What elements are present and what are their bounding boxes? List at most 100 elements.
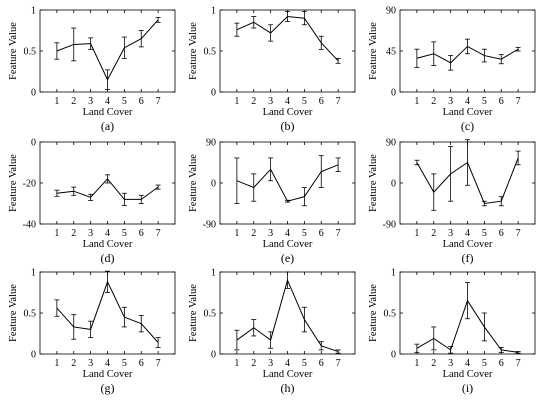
x-tick-label: 4	[105, 358, 110, 369]
x-tick-label: 1	[54, 358, 59, 369]
y-tick-label: 1	[211, 6, 216, 17]
y-axis-label: Feature Value	[8, 284, 19, 342]
x-tick-label: 6	[499, 358, 504, 369]
x-axis-label: Land Cover	[443, 239, 493, 250]
y-axis-label: Feature Value	[8, 22, 19, 80]
x-tick-label: 5	[482, 96, 487, 107]
chart-panel-2: 0 0.5 1 1 2 3 4 5 6 7 Land Cover Feature Value (b)	[188, 6, 356, 133]
x-tick-label: 3	[88, 96, 93, 107]
y-tick-label: 0	[211, 88, 216, 99]
x-tick-label: 5	[482, 228, 487, 239]
x-tick-label: 6	[139, 228, 144, 239]
x-tick-label: 5	[122, 358, 127, 369]
x-tick-label: 7	[516, 358, 521, 369]
panel-caption: (g)	[101, 381, 115, 395]
x-tick-label: 2	[71, 96, 76, 107]
chart-panel-1: 0 0.5 1 1 2 3 4 5 6 7 Land Cover Feature Value (a)	[8, 6, 176, 133]
x-tick-label: 3	[448, 228, 453, 239]
y-tick-label: 90	[206, 138, 216, 149]
panel-caption: (f)	[462, 251, 474, 265]
x-tick-label: 3	[88, 228, 93, 239]
chart-panel-5: -90 0 90 1 2 3 4 5 6 7 Land Cover Feature Value (e)	[188, 138, 356, 265]
x-axis-label: Land Cover	[83, 107, 133, 118]
x-tick-label: 7	[156, 358, 161, 369]
x-tick-label: 5	[482, 358, 487, 369]
x-tick-label: 5	[302, 228, 307, 239]
x-tick-label: 2	[71, 358, 76, 369]
x-tick-label: 1	[234, 96, 239, 107]
y-tick-label: -90	[203, 220, 216, 231]
x-tick-label: 1	[414, 96, 419, 107]
x-tick-label: 2	[431, 358, 436, 369]
chart-panel-4: -40 -20 0 1 2 3 4 5 6 7 Land Cover Feature Value (d)	[8, 138, 176, 265]
x-tick-label: 2	[251, 228, 256, 239]
x-tick-label: 1	[414, 228, 419, 239]
x-tick-label: 3	[448, 96, 453, 107]
x-tick-label: 4	[105, 228, 110, 239]
series-line	[236, 278, 339, 353]
y-tick-label: 1	[391, 268, 396, 279]
y-tick-label: 45	[386, 47, 396, 58]
x-tick-label: 6	[319, 96, 324, 107]
y-tick-label: 1	[31, 6, 36, 17]
x-tick-label: 5	[122, 96, 127, 107]
x-axis-label: Land Cover	[263, 369, 313, 380]
y-tick-label: 0	[211, 350, 216, 361]
x-tick-label: 2	[71, 228, 76, 239]
panel-caption: (i)	[462, 381, 473, 395]
x-tick-label: 1	[54, 228, 59, 239]
y-tick-label: 0.5	[204, 47, 217, 58]
x-tick-label: 7	[336, 96, 341, 107]
y-axis-label: Feature Value	[188, 154, 199, 212]
x-tick-label: 2	[251, 358, 256, 369]
x-tick-label: 1	[234, 358, 239, 369]
x-tick-label: 6	[319, 228, 324, 239]
y-tick-label: 90	[386, 6, 396, 17]
y-tick-label: 0.5	[204, 309, 217, 320]
y-tick-label: 0	[391, 350, 396, 361]
x-axis-label: Land Cover	[263, 239, 313, 250]
panel-caption: (a)	[101, 119, 114, 133]
x-tick-label: 6	[499, 228, 504, 239]
y-axis-label: Feature Value	[188, 284, 199, 342]
x-tick-label: 7	[156, 96, 161, 107]
x-tick-label: 4	[465, 358, 470, 369]
x-axis-label: Land Cover	[83, 369, 133, 380]
y-tick-label: 1	[31, 268, 36, 279]
plot-frame	[219, 9, 356, 93]
chart-panel-7: 0 0.5 1 1 2 3 4 5 6 7 Land Cover Feature Value (g)	[8, 268, 176, 395]
x-tick-label: 4	[285, 358, 290, 369]
x-axis-label: Land Cover	[83, 239, 133, 250]
x-tick-label: 7	[516, 228, 521, 239]
x-tick-label: 4	[105, 96, 110, 107]
chart-panel-9: 0 0.5 1 1 2 3 4 5 6 7 Land Cover Feature Value (i)	[368, 268, 536, 395]
y-axis-label: Feature Value	[368, 154, 379, 212]
x-tick-label: 2	[431, 96, 436, 107]
panel-caption: (h)	[281, 381, 295, 395]
x-tick-label: 7	[336, 228, 341, 239]
x-tick-label: 5	[122, 228, 127, 239]
y-tick-label: 0	[31, 88, 36, 99]
x-tick-label: 7	[336, 358, 341, 369]
y-tick-label: 0	[31, 350, 36, 361]
x-tick-label: 6	[139, 358, 144, 369]
x-tick-label: 5	[302, 96, 307, 107]
x-tick-label: 4	[285, 96, 290, 107]
y-tick-label: 1	[211, 268, 216, 279]
y-axis-label: Feature Value	[368, 22, 379, 80]
x-tick-label: 6	[499, 96, 504, 107]
y-tick-label: 0.5	[24, 309, 37, 320]
x-tick-label: 4	[465, 96, 470, 107]
x-tick-label: 3	[448, 358, 453, 369]
y-tick-label: -90	[383, 220, 396, 231]
x-tick-label: 2	[431, 228, 436, 239]
plot-frame	[219, 141, 356, 225]
y-axis-label: Feature Value	[188, 22, 199, 80]
x-tick-label: 2	[251, 96, 256, 107]
x-tick-label: 7	[516, 96, 521, 107]
x-tick-label: 1	[414, 358, 419, 369]
x-axis-label: Land Cover	[443, 369, 493, 380]
x-tick-label: 4	[285, 228, 290, 239]
panel-caption: (b)	[281, 119, 295, 133]
